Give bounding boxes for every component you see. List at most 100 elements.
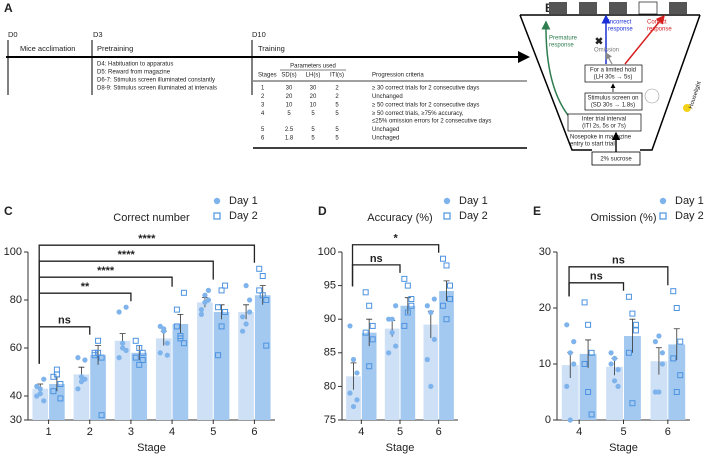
bar (361, 332, 377, 420)
reward: 2% sucrose (600, 157, 632, 163)
table-criteria: Unchaged (372, 136, 399, 142)
x-axis-label: Stage (609, 442, 638, 454)
data-point (218, 287, 225, 294)
table-cell: 2.5 (285, 127, 294, 133)
data-point (123, 304, 129, 310)
step-box (567, 113, 642, 132)
data-point (625, 349, 632, 356)
timeline-phase: Pretraining (97, 44, 133, 53)
data-point (389, 316, 395, 322)
data-point (75, 355, 81, 361)
data-point (259, 292, 266, 299)
bar (155, 338, 172, 420)
error-bar (177, 314, 184, 334)
significance-label: **** (138, 233, 156, 245)
legend-label: Day 1 (459, 195, 488, 207)
data-point (82, 357, 88, 363)
table-cell: 6 (261, 136, 265, 142)
data-point (393, 303, 399, 309)
data-point (608, 361, 614, 367)
y-tick-label: 95 (324, 280, 336, 292)
table-header: LH(s) (306, 73, 321, 79)
table-cell: 1.8 (285, 136, 294, 142)
data-point (581, 299, 588, 306)
data-point (447, 282, 454, 289)
chart-title: Correct number (113, 212, 190, 224)
y-tick-label: 100 (4, 246, 22, 258)
data-point (202, 292, 208, 298)
legend-label: Day 2 (675, 210, 704, 222)
data-point (263, 297, 270, 303)
data-point (404, 282, 411, 289)
bar (624, 336, 641, 420)
bar (606, 366, 623, 420)
data-point (98, 354, 105, 361)
data-point (239, 328, 246, 334)
data-point (431, 296, 437, 302)
error-bar (585, 339, 592, 368)
significance-label: ** (81, 281, 90, 293)
data-point (215, 352, 222, 359)
significance-label: ns (58, 315, 71, 327)
step-label: (LH 30s → 5s) (594, 75, 633, 81)
table-cell: 5 (335, 103, 339, 109)
x-tick-label: 3 (128, 426, 134, 438)
data-point (567, 350, 573, 356)
data-point (218, 323, 225, 330)
legend-marker (659, 197, 667, 205)
significance-label: ns (612, 255, 625, 267)
data-point (205, 287, 212, 293)
data-point (611, 355, 618, 361)
timeline-day: D10 (252, 30, 266, 39)
data-point (173, 323, 180, 330)
error-bar (673, 328, 680, 361)
panel-b: B 2% sucrose Premature response Incorrec… (519, 1, 703, 166)
houselight (683, 104, 691, 112)
data-point (659, 361, 666, 367)
incorrect-label: response (608, 27, 633, 33)
table-cell: 30 (286, 86, 293, 92)
data-point (37, 391, 43, 397)
incorrect-label: Incorrect (608, 20, 632, 26)
data-point (132, 337, 139, 344)
table-header: Progression criteria (372, 73, 424, 79)
error-bar (629, 318, 636, 353)
data-point (136, 361, 143, 368)
data-point (222, 282, 229, 289)
data-point (161, 328, 167, 334)
chart: C Correct number Stage 30 40 60 80 100 1 2 3 4 5 6 Day… (4, 195, 275, 454)
table-cell: 2 (335, 94, 339, 100)
error-bar (243, 304, 250, 320)
panel-a: A D0 Mice acclimation D3 Pretraining D10… (4, 1, 530, 149)
y-tick-label: 20 (539, 302, 551, 314)
data-point (82, 376, 88, 382)
x-tick-label: 5 (397, 426, 403, 438)
bar (346, 376, 361, 420)
data-point (611, 378, 618, 384)
table: Stages SD(s) LH(s) ITI(s) Progression criter… (258, 73, 491, 142)
data-point (215, 304, 222, 311)
data-point (629, 310, 636, 317)
data-point (243, 283, 249, 289)
data-point (615, 383, 621, 389)
data-point (428, 383, 434, 389)
table-criteria: ≤25% omission errors for 2 consecutive d… (372, 119, 491, 125)
data-point (139, 357, 146, 363)
data-point (408, 296, 415, 303)
data-point (386, 350, 392, 356)
data-point (41, 398, 47, 404)
significance-label: **** (97, 265, 115, 277)
data-point (354, 370, 360, 376)
x-tick-label: 6 (436, 426, 442, 438)
bar (561, 365, 579, 420)
data-point (677, 338, 684, 345)
timeline-phase: Mice acclimation (20, 44, 75, 53)
data-point (581, 361, 588, 367)
data-point (670, 355, 677, 362)
legend-label: Day 1 (675, 195, 704, 207)
data-point (443, 262, 450, 269)
table-cell: 5 (311, 111, 315, 117)
omission-cross: ✖ (595, 37, 603, 48)
data-point (173, 306, 180, 313)
